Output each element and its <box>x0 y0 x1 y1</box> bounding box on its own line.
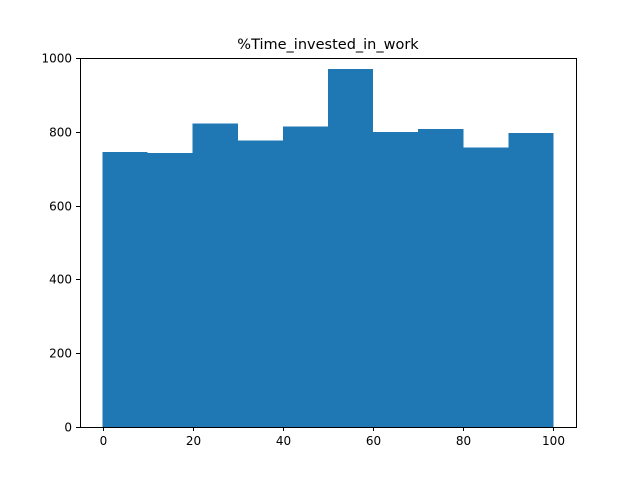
x-axis: 0 20 40 60 80 100 <box>100 427 565 448</box>
histogram-bar <box>237 140 283 428</box>
histogram-bar <box>192 123 238 427</box>
bars-layer <box>102 69 554 428</box>
y-axis: 0 200 400 600 800 1000 <box>41 52 80 435</box>
histogram-bar <box>418 128 464 427</box>
histogram-bar <box>328 69 374 427</box>
histogram-bar <box>373 131 419 428</box>
x-tick-label: 20 <box>186 434 201 448</box>
histogram-bar <box>463 147 509 427</box>
y-tick-label: 800 <box>49 126 72 140</box>
x-tick-label: 40 <box>276 434 291 448</box>
x-tick-label: 0 <box>100 434 108 448</box>
y-tick-label: 600 <box>49 200 72 214</box>
histogram-bar <box>508 132 554 428</box>
y-tick-label: 1000 <box>41 52 72 66</box>
plot-frame <box>80 58 577 428</box>
histogram-bar <box>147 153 193 427</box>
x-tick-label: 60 <box>366 434 381 448</box>
histogram-bar <box>282 126 328 427</box>
y-tick-label: 200 <box>49 347 72 361</box>
y-tick-label: 400 <box>49 273 72 287</box>
chart-title: %Time_invested_in_work <box>237 37 419 53</box>
x-tick-label: 80 <box>456 434 471 448</box>
x-tick-label: 100 <box>542 434 565 448</box>
histogram-bar <box>102 152 148 427</box>
y-tick-label: 0 <box>64 421 72 435</box>
